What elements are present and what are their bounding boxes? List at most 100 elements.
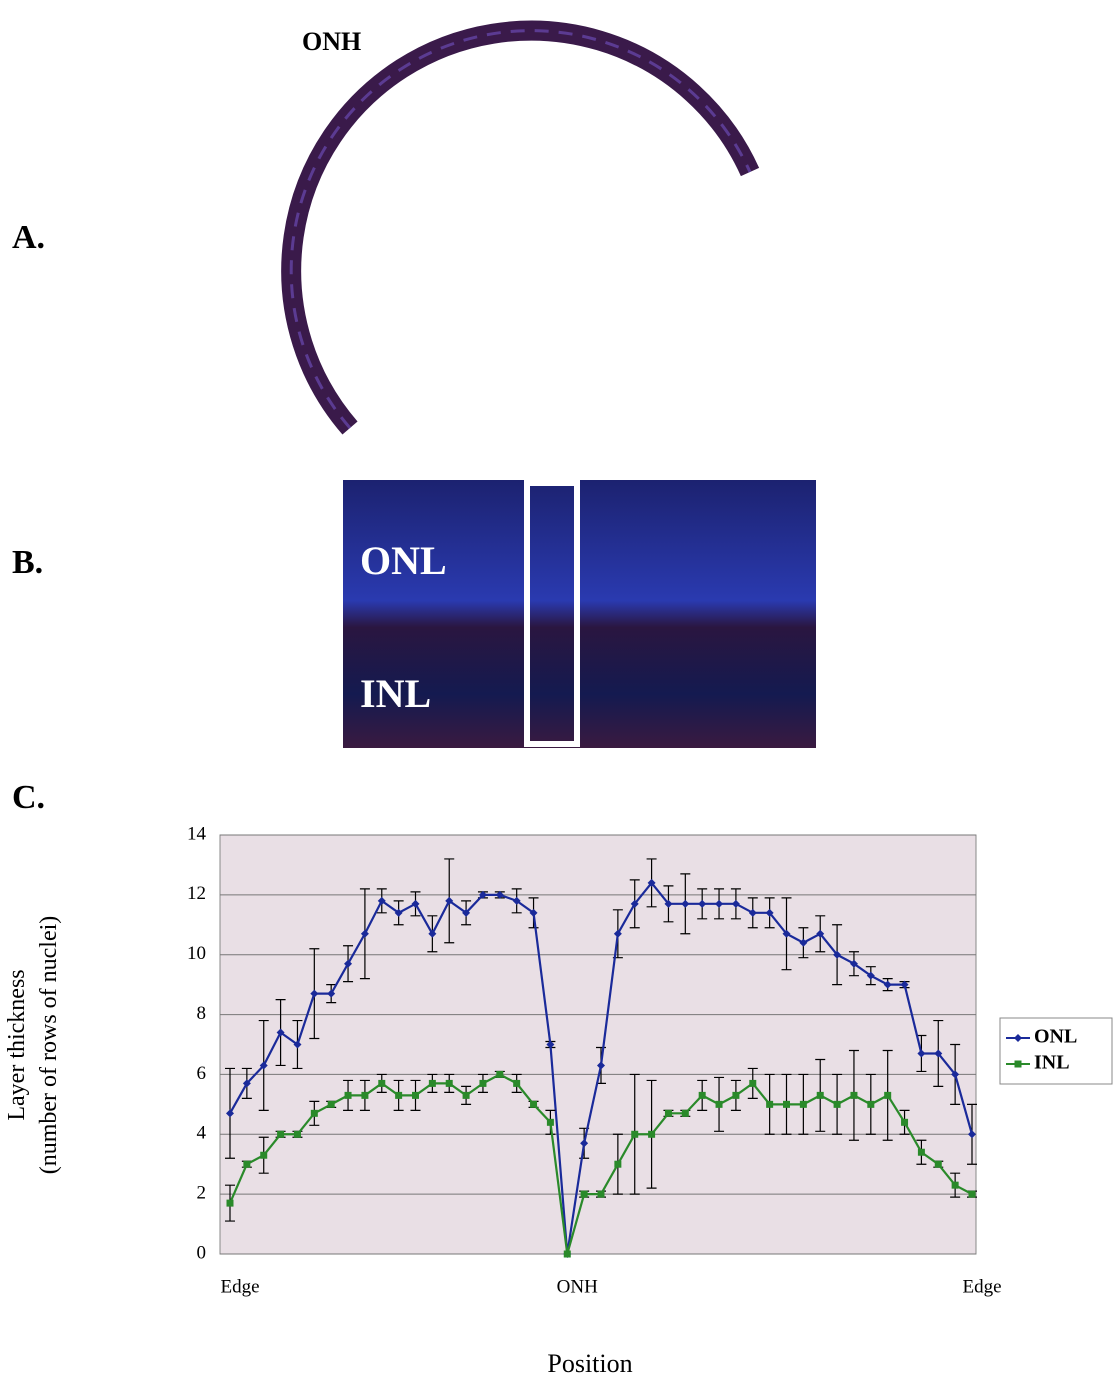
marker xyxy=(731,899,740,908)
marker xyxy=(479,1079,487,1087)
marker xyxy=(1014,1060,1022,1068)
marker xyxy=(310,1109,318,1117)
marker xyxy=(884,1091,892,1099)
marker xyxy=(226,1199,234,1207)
marker xyxy=(580,1139,589,1148)
y-tick-label: 8 xyxy=(197,1003,207,1024)
marker xyxy=(749,1079,757,1087)
marker xyxy=(378,1079,386,1087)
marker xyxy=(799,1100,807,1108)
marker xyxy=(1014,1034,1022,1042)
marker xyxy=(732,1091,740,1099)
marker xyxy=(631,1130,639,1138)
y-axis-label-line: (number of rows of nuclei) xyxy=(36,916,62,1175)
marker xyxy=(698,1091,706,1099)
marker xyxy=(259,1061,268,1070)
marker xyxy=(681,899,690,908)
marker xyxy=(866,971,875,980)
marker xyxy=(597,1061,605,1070)
marker xyxy=(765,908,774,917)
marker xyxy=(681,1109,689,1117)
marker xyxy=(934,1049,943,1058)
marker xyxy=(614,1160,622,1168)
marker xyxy=(849,959,858,968)
marker xyxy=(546,1040,555,1049)
x-axis-label: Position xyxy=(547,1349,632,1378)
marker xyxy=(395,1091,403,1099)
marker xyxy=(901,1118,909,1126)
marker xyxy=(445,1079,453,1087)
marker xyxy=(917,1148,925,1156)
marker xyxy=(293,1040,302,1049)
marker xyxy=(344,959,353,968)
x-tick-label: Edge xyxy=(220,1276,259,1297)
marker xyxy=(833,1100,841,1108)
marker xyxy=(951,1070,960,1079)
marker xyxy=(445,896,454,905)
marker xyxy=(934,1160,942,1168)
x-tick-label: Edge xyxy=(962,1276,1001,1297)
marker xyxy=(900,980,909,989)
marker xyxy=(327,1100,335,1108)
marker xyxy=(361,1091,369,1099)
y-tick-label: 14 xyxy=(187,823,207,844)
marker xyxy=(496,1070,504,1078)
marker xyxy=(243,1160,251,1168)
marker xyxy=(242,1079,251,1088)
panel-label: C. xyxy=(12,779,45,816)
marker xyxy=(799,938,808,947)
marker xyxy=(968,1130,976,1139)
legend-label: ONL xyxy=(1034,1026,1077,1048)
chart: 0 2 4 6 8 10 12 14 Edge ONH Edge Layer thickness (nu… xyxy=(4,823,1113,1378)
legend xyxy=(999,1017,1113,1085)
marker xyxy=(783,1100,790,1108)
marker xyxy=(648,1130,656,1138)
layer-label: ONL xyxy=(360,538,447,583)
marker xyxy=(816,1091,824,1099)
marker xyxy=(310,989,319,998)
panel-label: B. xyxy=(12,544,43,581)
marker xyxy=(478,890,487,899)
marker xyxy=(715,1100,723,1108)
marker xyxy=(766,1100,774,1108)
plot-area xyxy=(219,834,977,1255)
marker xyxy=(530,1100,538,1108)
marker xyxy=(951,1181,959,1189)
marker xyxy=(276,1028,285,1037)
x-tick-label: ONH xyxy=(557,1276,598,1297)
y-tick-label: 4 xyxy=(197,1123,207,1144)
marker xyxy=(495,890,504,899)
y-tick-label: 12 xyxy=(187,883,206,904)
marker xyxy=(513,1079,521,1087)
marker xyxy=(850,1091,858,1099)
legend-label: INL xyxy=(1034,1052,1070,1074)
layer-label: INL xyxy=(360,671,431,716)
y-tick-label: 0 xyxy=(197,1242,207,1263)
marker xyxy=(546,1118,554,1126)
marker xyxy=(529,908,538,917)
marker xyxy=(277,1130,285,1138)
marker xyxy=(377,896,386,905)
marker xyxy=(226,1109,234,1118)
marker xyxy=(782,929,791,938)
retina-texture xyxy=(289,29,752,429)
panel-label: A. xyxy=(12,219,45,256)
marker xyxy=(748,908,757,917)
marker xyxy=(428,1079,436,1087)
marker xyxy=(344,1091,352,1099)
marker xyxy=(867,1100,875,1108)
marker xyxy=(580,1190,588,1198)
marker xyxy=(428,929,437,938)
marker xyxy=(816,929,825,938)
marker xyxy=(327,989,336,998)
y-tick-label: 10 xyxy=(187,943,206,964)
y-axis-label-line: Layer thickness xyxy=(4,969,30,1120)
marker xyxy=(360,929,369,938)
marker xyxy=(630,899,639,908)
marker xyxy=(462,908,471,917)
marker xyxy=(613,929,622,938)
marker xyxy=(833,950,842,959)
y-axis-label: Layer thickness (number of rows of nuclei… xyxy=(4,916,62,1175)
marker xyxy=(293,1130,301,1138)
